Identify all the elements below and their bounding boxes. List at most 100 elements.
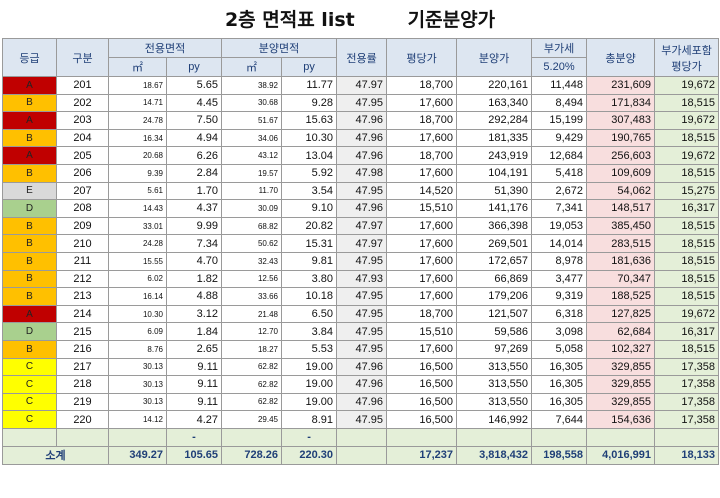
header-exclusive-area: 전용면적 — [107, 38, 223, 58]
blank-mark: - — [281, 427, 338, 447]
vat-incl-ppy-cell: 17,358 — [654, 392, 720, 412]
vat-cell: 6,318 — [531, 304, 588, 324]
grade-cell: B — [2, 251, 57, 271]
vat-cell: 3,477 — [531, 269, 588, 289]
vat-incl-ppy-cell: 19,672 — [654, 111, 720, 130]
vat-incl-ppy-cell: 18,515 — [654, 163, 720, 183]
ratio-cell: 47.96 — [336, 146, 388, 165]
grade-cell: A — [2, 304, 57, 324]
sale-sqm-cell: 51.67 — [221, 111, 283, 130]
exclusive-sqm-cell: 14.71 — [108, 93, 167, 113]
total-price-cell: 283,515 — [586, 234, 656, 253]
sale-sqm-cell: 50.62 — [221, 234, 283, 253]
sale-price-cell: 51,390 — [456, 181, 533, 201]
sale-price-cell: 243,919 — [456, 146, 533, 165]
table-row: B 206 9.39 2.84 19.57 5.92 47.98 17,600 104,191 5… — [2, 163, 720, 183]
exclusive-py-cell: 1.70 — [165, 181, 223, 201]
exclusive-py-cell: 6.26 — [165, 146, 223, 165]
sale-price-cell: 179,206 — [456, 287, 533, 306]
exclusive-sqm-cell: 15.55 — [108, 251, 167, 271]
exclusive-sqm-cell: 18.67 — [108, 76, 167, 95]
exclusive-sqm-cell: 8.76 — [108, 339, 167, 359]
sale-sqm-cell: 29.45 — [221, 410, 283, 429]
total-price-cell: 62,684 — [586, 322, 656, 341]
unit-cell: 219 — [56, 392, 109, 412]
ratio-cell: 47.98 — [336, 163, 388, 183]
total-price-cell: 54,062 — [586, 181, 656, 201]
exclusive-sqm-cell: 30.13 — [108, 392, 167, 412]
exclusive-sqm-cell: 9.39 — [108, 163, 167, 183]
exclusive-py-cell: 7.50 — [165, 111, 223, 130]
unit-cell: 212 — [56, 269, 109, 289]
total-price-cell: 188,525 — [586, 287, 656, 306]
sale-py-cell: 10.30 — [281, 128, 338, 148]
vat-cell: 9,429 — [531, 128, 588, 148]
ratio-cell: 47.96 — [336, 375, 388, 394]
table-row: E 207 5.61 1.70 11.70 3.54 47.95 14,520 51,390 2,… — [2, 181, 720, 201]
total-price-cell: 256,603 — [586, 146, 656, 165]
sale-py-cell: 8.91 — [281, 410, 338, 429]
vat-cell: 5,058 — [531, 339, 588, 359]
total-price-cell: 385,450 — [586, 216, 656, 236]
header-sale-py: py — [281, 57, 338, 77]
vat-cell: 14,014 — [531, 234, 588, 253]
sale-py-cell: 5.53 — [281, 339, 338, 359]
grade-cell: B — [2, 128, 57, 148]
grade-cell: B — [2, 163, 57, 183]
exclusive-sqm-cell: 16.14 — [108, 287, 167, 306]
sale-sqm-cell: 33.66 — [221, 287, 283, 306]
price-per-py-cell: 17,600 — [386, 287, 458, 306]
sale-sqm-cell: 21.48 — [221, 304, 283, 324]
sale-py-cell: 13.04 — [281, 146, 338, 165]
sale-sqm-cell: 62.82 — [221, 392, 283, 412]
sale-sqm-cell: 43.12 — [221, 146, 283, 165]
table-row: B 202 14.71 4.45 30.68 9.28 47.95 17,600 163,340… — [2, 93, 720, 113]
sale-price-cell: 163,340 — [456, 93, 533, 113]
exclusive-sqm-cell: 10.30 — [108, 304, 167, 324]
grade-cell: C — [2, 392, 57, 412]
sale-sqm-cell: 62.82 — [221, 375, 283, 394]
ratio-cell: 47.96 — [336, 128, 388, 148]
sale-py-cell: 5.92 — [281, 163, 338, 183]
header-vat-rate: 5.20% — [531, 57, 588, 77]
vat-cell: 8,494 — [531, 93, 588, 113]
exclusive-sqm-cell: 30.13 — [108, 375, 167, 394]
total-price-cell: 231,609 — [586, 76, 656, 95]
table-row: D 208 14.43 4.37 30.09 9.10 47.96 15,510 141,176… — [2, 199, 720, 218]
table-row: B 210 24.28 7.34 50.62 15.31 47.97 17,600 269,50… — [2, 234, 720, 253]
exclusive-py-cell: 9.11 — [165, 357, 223, 377]
sale-price-cell: 366,398 — [456, 216, 533, 236]
exclusive-py-cell: 9.99 — [165, 216, 223, 236]
totals-price-per-py: 17,237 — [386, 445, 458, 465]
header-ratio: 전용률 — [336, 38, 388, 77]
total-price-cell: 127,825 — [586, 304, 656, 324]
sale-sqm-cell: 34.06 — [221, 128, 283, 148]
vat-incl-ppy-cell: 17,358 — [654, 357, 720, 377]
totals-sale-sqm: 728.26 — [221, 445, 283, 465]
total-price-cell: 307,483 — [586, 111, 656, 130]
unit-cell: 217 — [56, 357, 109, 377]
vat-cell: 2,672 — [531, 181, 588, 201]
header-vat-incl-line2: 평당가 — [671, 60, 702, 73]
vat-incl-ppy-cell: 18,515 — [654, 93, 720, 113]
vat-incl-ppy-cell: 19,672 — [654, 76, 720, 95]
total-price-cell: 190,765 — [586, 128, 656, 148]
exclusive-py-cell: 2.65 — [165, 339, 223, 359]
sale-sqm-cell: 19.57 — [221, 163, 283, 183]
sale-sqm-cell: 32.43 — [221, 251, 283, 271]
ratio-cell: 47.95 — [336, 287, 388, 306]
table-row: A 203 24.78 7.50 51.67 15.63 47.96 18,700 292,28… — [2, 111, 720, 130]
exclusive-py-cell: 4.94 — [165, 128, 223, 148]
unit-cell: 205 — [56, 146, 109, 165]
totals-label: 소계 — [2, 445, 109, 465]
header-vat-incl-line1: 부가세포함 — [661, 44, 712, 57]
grade-cell: B — [2, 93, 57, 113]
unit-cell: 202 — [56, 93, 109, 113]
unit-cell: 208 — [56, 199, 109, 218]
unit-cell: 204 — [56, 128, 109, 148]
grade-cell: D — [2, 199, 57, 218]
sale-price-cell: 181,335 — [456, 128, 533, 148]
exclusive-sqm-cell: 5.61 — [108, 181, 167, 201]
header-exclusive-sqm: ㎡ — [108, 57, 167, 77]
exclusive-py-cell: 7.34 — [165, 234, 223, 253]
